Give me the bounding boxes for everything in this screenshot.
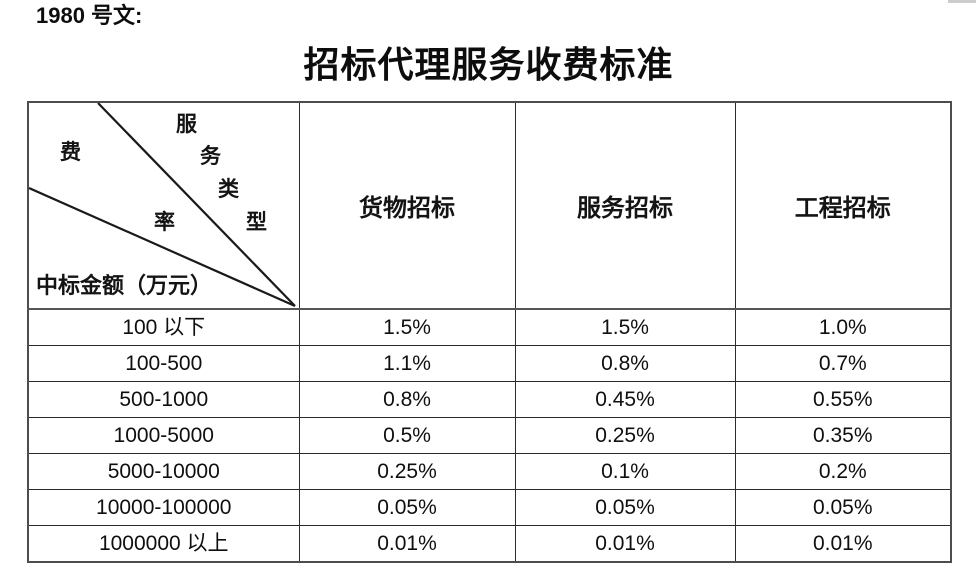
diagonal-divider-lines bbox=[29, 103, 296, 307]
rate-cell: 0.05% bbox=[514, 489, 736, 526]
column-header-service: 服务招标 bbox=[514, 101, 736, 310]
table-row: 100 以下 1.5% 1.5% 1.0% bbox=[27, 308, 952, 346]
rate-cell: 1.5% bbox=[514, 308, 736, 346]
rate-cell: 0.25% bbox=[514, 417, 736, 454]
corner-fee-char-1: 费 bbox=[60, 140, 81, 164]
table-row: 1000-5000 0.5% 0.25% 0.35% bbox=[27, 417, 952, 454]
corner-amount-label: 中标金额（万元） bbox=[36, 273, 213, 298]
row-range-cell: 100 以下 bbox=[27, 308, 300, 346]
table-header-row: 服 务 类 型 费 率 中标金额（万元） 货物招标 服务招标 工程招标 bbox=[27, 101, 952, 310]
fee-standard-table: 服 务 类 型 费 率 中标金额（万元） 货物招标 服务招标 工程招标 100 … bbox=[27, 101, 952, 563]
rate-cell: 1.5% bbox=[298, 308, 516, 346]
row-range-cell: 500-1000 bbox=[27, 381, 300, 418]
page-title: 招标代理服务收费标准 bbox=[303, 45, 674, 85]
corner-type-char-1: 服 bbox=[176, 112, 197, 136]
rate-cell: 0.8% bbox=[298, 381, 516, 418]
rate-cell: 0.7% bbox=[734, 345, 952, 382]
rate-cell: 0.35% bbox=[734, 417, 952, 454]
corner-type-char-3: 类 bbox=[218, 177, 239, 201]
row-range-cell: 1000-5000 bbox=[27, 417, 300, 454]
row-range-cell: 100-500 bbox=[27, 345, 300, 382]
page-edge-artifact bbox=[948, 0, 976, 3]
row-range-cell: 1000000 以上 bbox=[27, 525, 300, 563]
rate-cell: 0.2% bbox=[734, 453, 952, 490]
rate-cell: 0.45% bbox=[514, 381, 736, 418]
table-row: 500-1000 0.8% 0.45% 0.55% bbox=[27, 381, 952, 418]
rate-cell: 0.55% bbox=[734, 381, 952, 418]
rate-cell: 0.5% bbox=[298, 417, 516, 454]
rate-cell: 1.1% bbox=[298, 345, 516, 382]
rate-cell: 0.05% bbox=[734, 489, 952, 526]
rate-cell: 0.01% bbox=[298, 525, 516, 563]
corner-type-char-2: 务 bbox=[200, 144, 221, 168]
column-header-goods: 货物招标 bbox=[298, 101, 516, 310]
rate-cell: 0.05% bbox=[298, 489, 516, 526]
table-row: 5000-10000 0.25% 0.1% 0.2% bbox=[27, 453, 952, 490]
table-row: 10000-100000 0.05% 0.05% 0.05% bbox=[27, 489, 952, 526]
rate-cell: 0.01% bbox=[734, 525, 952, 563]
row-range-cell: 10000-100000 bbox=[27, 489, 300, 526]
table-row: 1000000 以上 0.01% 0.01% 0.01% bbox=[27, 525, 952, 563]
rate-cell: 0.1% bbox=[514, 453, 736, 490]
doc-number-label: 1980 号文: bbox=[36, 3, 143, 28]
column-header-engineering: 工程招标 bbox=[734, 101, 952, 310]
row-range-cell: 5000-10000 bbox=[27, 453, 300, 490]
table-row: 100-500 1.1% 0.8% 0.7% bbox=[27, 345, 952, 382]
corner-type-char-4: 型 bbox=[246, 210, 267, 234]
diagonal-corner-cell: 服 务 类 型 费 率 中标金额（万元） bbox=[27, 101, 300, 310]
corner-fee-char-2: 率 bbox=[154, 210, 175, 234]
rate-cell: 1.0% bbox=[734, 308, 952, 346]
rate-cell: 0.8% bbox=[514, 345, 736, 382]
rate-cell: 0.01% bbox=[514, 525, 736, 563]
rate-cell: 0.25% bbox=[298, 453, 516, 490]
